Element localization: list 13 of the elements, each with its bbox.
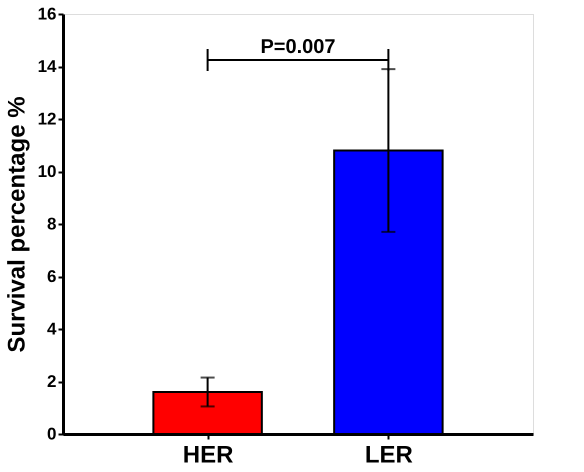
y-tick-label: 12 <box>38 110 56 128</box>
y-tick-label: 14 <box>38 57 58 76</box>
y-axis-title: Survival percentage % <box>4 96 31 353</box>
y-tick-label: 0 <box>47 424 56 444</box>
y-tick-label: 6 <box>47 267 56 286</box>
y-tick-label: 16 <box>38 4 56 24</box>
y-tick-label: 10 <box>38 162 56 181</box>
x-tick-label: LER <box>364 442 413 468</box>
y-tick-label: 4 <box>47 320 58 338</box>
annotation: P=0.007 <box>260 36 336 58</box>
y-tick-label: 8 <box>47 214 56 234</box>
x-tick-label: HER <box>182 442 234 468</box>
y-tick-label: 2 <box>47 372 56 391</box>
